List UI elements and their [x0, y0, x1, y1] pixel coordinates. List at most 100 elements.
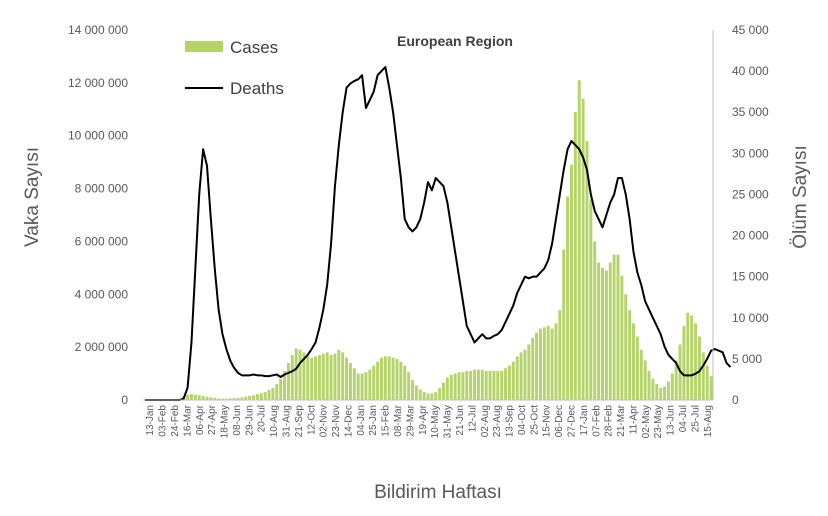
cases-bar — [325, 352, 329, 400]
cases-bar — [283, 370, 287, 400]
cases-bar — [577, 80, 581, 401]
legend-label-cases: Cases — [230, 38, 278, 57]
cases-bar — [217, 398, 221, 400]
cases-bar — [469, 370, 473, 400]
cases-bar — [252, 395, 255, 400]
cases-bar — [360, 373, 364, 400]
cases-bar — [205, 396, 209, 400]
cases-bar — [562, 249, 566, 400]
y-axis-title: Vaka Sayısı — [22, 147, 43, 247]
x-tick-label: 11-Apr — [629, 404, 640, 434]
cases-bar — [193, 394, 197, 400]
x-tick-label: 12-Jul — [467, 405, 478, 432]
cases-bar — [476, 369, 480, 400]
cases-bar — [395, 359, 399, 400]
cases-bar — [248, 395, 252, 400]
x-tick-label: 15-Nov — [542, 405, 553, 437]
y2-tick-label: 35 000 — [732, 105, 769, 119]
cases-bar — [418, 389, 422, 400]
x-tick-label: 12-Oct — [306, 405, 317, 435]
x-tick-label: 02-Aug — [480, 405, 491, 437]
x-axis-title: Bildirim Haftası — [374, 482, 502, 503]
cases-bar — [666, 381, 670, 400]
cases-bar — [286, 363, 290, 400]
x-tick-label: 14-Dec — [344, 405, 355, 437]
cases-bar — [659, 388, 663, 400]
x-tick-label: 25-Jul — [690, 405, 701, 432]
x-tick-label: 04-Jan — [356, 405, 367, 436]
cases-bar — [515, 356, 519, 400]
y2-axis-ticks: 0 5 000 10 000 15 000 20 000 25 000 30 000 35 0… — [732, 23, 769, 407]
y2-tick-label: 5 000 — [732, 352, 762, 366]
cases-bar — [376, 361, 380, 400]
cases-bar — [500, 370, 504, 400]
x-tick-label: 24-Feb — [170, 405, 181, 437]
cases-bar — [628, 310, 632, 400]
x-tick-label: 19-Apr — [418, 404, 429, 435]
y2-tick-label: 30 000 — [732, 146, 769, 160]
cases-bar — [670, 373, 674, 400]
cases-bar — [635, 336, 639, 400]
cases-bar — [445, 377, 449, 400]
chart-title: European Region — [397, 33, 513, 49]
cases-bar — [682, 326, 686, 400]
x-tick-label: 21-Sep — [294, 405, 305, 438]
cases-bar — [519, 352, 523, 400]
x-tick-label: 23-Aug — [492, 405, 503, 437]
deaths-line — [144, 66, 732, 401]
cases-bar — [314, 356, 318, 400]
x-tick-label: 04-Oct — [517, 405, 528, 435]
x-tick-label: 29-Mar — [405, 404, 416, 436]
cases-bar — [542, 327, 546, 400]
x-tick-label: 10-Aug — [269, 405, 280, 437]
cases-bar — [271, 387, 275, 400]
x-tick-label: 13-Sep — [505, 405, 516, 438]
cases-bar — [407, 372, 411, 400]
x-tick-label: 04-Jul — [678, 405, 689, 432]
x-tick-label: 21-Jun — [455, 405, 466, 436]
x-tick-label: 03-Feb — [158, 405, 169, 437]
cases-bar — [674, 360, 678, 400]
cases-bar — [391, 357, 395, 400]
cases-bar — [531, 337, 535, 400]
cases-bar — [601, 267, 604, 400]
cases-bar — [348, 363, 352, 400]
cases-bar — [368, 369, 372, 400]
cases-bar — [294, 348, 298, 400]
x-tick-label: 17-Jan — [579, 405, 590, 436]
cases-bar — [228, 398, 232, 400]
cases-bar — [345, 357, 349, 400]
cases-bar — [267, 389, 271, 400]
y2-tick-label: 15 000 — [732, 270, 769, 284]
cases-bars — [174, 80, 713, 401]
cases-bar — [290, 355, 294, 400]
y-tick-label: 6 000 000 — [75, 234, 129, 248]
cases-bar — [608, 262, 612, 400]
cases-bar — [612, 254, 616, 400]
cases-bar — [414, 385, 418, 400]
x-tick-label: 23-Nov — [331, 405, 342, 437]
cases-bar — [461, 372, 465, 400]
cases-bar — [275, 384, 279, 400]
x-axis-ticks: 13-Jan 03-Feb 24-Feb 16-Mar 06-Apr 27-Apr 18-M… — [145, 404, 714, 438]
cases-bar — [213, 397, 217, 400]
cases-bar — [639, 349, 643, 400]
cases-bar — [597, 262, 601, 400]
cases-bar — [337, 349, 341, 400]
y-tick-label: 8 000 000 — [75, 182, 129, 196]
cases-bar — [356, 373, 360, 400]
cases-bar — [403, 365, 407, 400]
cases-bar — [484, 370, 488, 400]
cases-bar — [329, 355, 333, 400]
cases-bar — [190, 394, 193, 400]
x-tick-label: 23-May — [653, 405, 664, 438]
cases-bar — [422, 392, 426, 400]
cases-bar — [496, 370, 500, 400]
cases-bar — [279, 378, 283, 400]
cases-bar — [465, 370, 469, 400]
x-tick-label: 28-Feb — [604, 405, 615, 437]
y-tick-label: 12 000 000 — [68, 76, 128, 90]
x-tick-label: 08-Jun — [232, 405, 243, 436]
cases-bar — [411, 380, 414, 400]
x-tick-label: 13-Jan — [145, 405, 156, 436]
